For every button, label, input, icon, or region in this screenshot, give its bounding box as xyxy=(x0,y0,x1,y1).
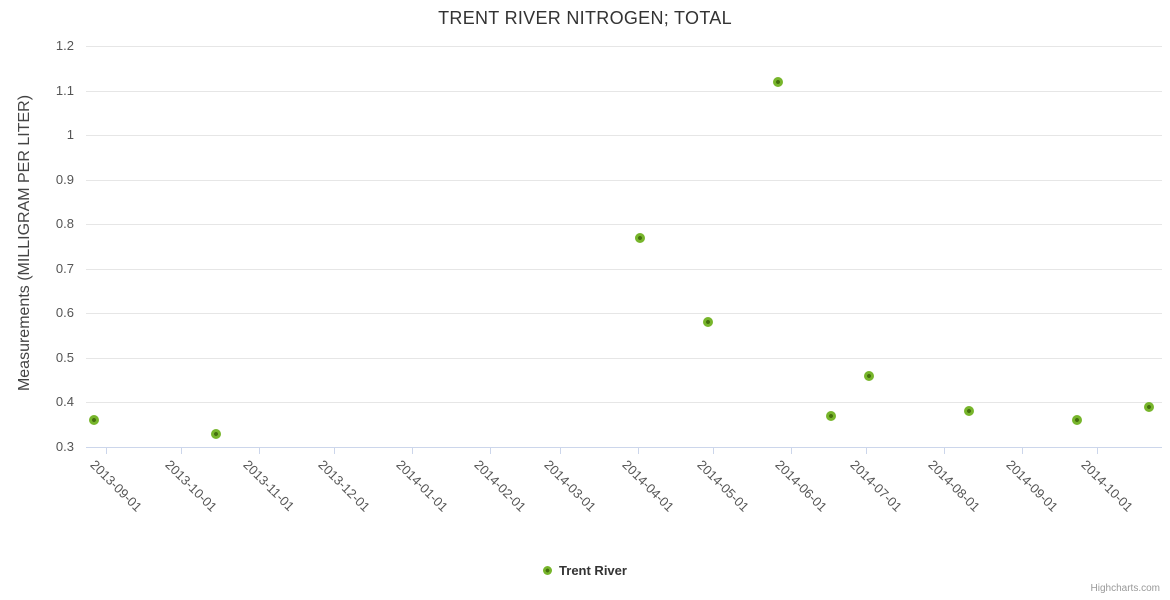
y-axis-label: 1 xyxy=(66,127,74,143)
x-axis-tick xyxy=(1021,448,1023,454)
data-point[interactable] xyxy=(863,370,874,381)
y-axis-label: 0.3 xyxy=(55,439,74,454)
x-axis-tick xyxy=(489,448,491,454)
gridline xyxy=(86,90,1162,92)
x-axis-tick xyxy=(412,448,414,454)
x-axis-label: 2014-01-01 xyxy=(393,457,452,515)
x-axis-tick xyxy=(106,448,108,454)
gridline xyxy=(86,179,1162,181)
x-axis-line xyxy=(86,447,1162,448)
x-axis-label: 2014-08-01 xyxy=(925,457,983,515)
x-axis-tick xyxy=(560,448,562,454)
gridline xyxy=(86,357,1162,359)
x-axis-label: 2013-12-01 xyxy=(315,457,374,515)
x-axis-label: 2013-10-01 xyxy=(162,457,221,515)
x-axis-tick xyxy=(637,448,639,454)
legend-item-trent-river[interactable]: Trent River xyxy=(0,563,1170,578)
x-axis-tick xyxy=(334,448,336,454)
x-axis-label: 2014-10-01 xyxy=(1078,457,1136,515)
x-axis-label: 2013-09-01 xyxy=(87,457,146,515)
y-axis-label: 1.1 xyxy=(55,82,74,98)
x-axis-label: 2014-07-01 xyxy=(847,457,906,515)
gridline xyxy=(86,313,1162,315)
x-axis-tick xyxy=(713,448,715,454)
gridline xyxy=(86,268,1162,270)
gridline xyxy=(86,402,1162,404)
data-point[interactable] xyxy=(773,76,784,87)
gridline xyxy=(86,46,1162,47)
x-axis-tick xyxy=(181,448,183,454)
highcharts-credits-link[interactable]: Highcharts.com xyxy=(1090,583,1160,594)
x-axis-tick xyxy=(259,448,261,454)
data-point[interactable] xyxy=(825,410,836,421)
y-axis-label: 0.5 xyxy=(55,349,74,365)
chart-title: TRENT RIVER NITROGEN; TOTAL xyxy=(438,8,732,28)
y-axis-label: 0.6 xyxy=(55,305,74,321)
gridline xyxy=(86,224,1162,226)
data-point[interactable] xyxy=(88,415,99,426)
data-point[interactable] xyxy=(963,406,974,417)
data-point[interactable] xyxy=(1071,415,1082,426)
x-axis-tick xyxy=(943,448,945,454)
gridline xyxy=(86,135,1162,137)
y-axis-label: 0.7 xyxy=(55,260,74,276)
x-axis-label: 2014-09-01 xyxy=(1002,457,1061,515)
data-point[interactable] xyxy=(703,317,714,328)
data-point[interactable] xyxy=(635,232,646,243)
data-point[interactable] xyxy=(1144,401,1155,412)
x-axis-tick xyxy=(790,448,792,454)
x-axis-label: 2014-06-01 xyxy=(772,457,830,515)
x-axis-tick xyxy=(866,448,868,454)
y-axis-label: 0.8 xyxy=(55,216,74,232)
y-axis-label: 0.9 xyxy=(55,171,74,187)
x-axis-label: 2014-03-01 xyxy=(541,457,600,515)
x-axis-label: 2014-02-01 xyxy=(471,457,529,515)
x-axis-label: 2014-04-01 xyxy=(619,457,677,515)
data-point[interactable] xyxy=(211,428,222,439)
legend-label: Trent River xyxy=(559,563,627,578)
x-axis-label: 2014-05-01 xyxy=(694,457,753,515)
x-axis-label: 2013-11-01 xyxy=(240,457,298,514)
x-axis-tick xyxy=(1096,448,1098,454)
y-axis-label: 0.4 xyxy=(55,394,74,410)
y-axis-label: 1.2 xyxy=(55,38,74,53)
series-marker-icon xyxy=(543,566,553,575)
